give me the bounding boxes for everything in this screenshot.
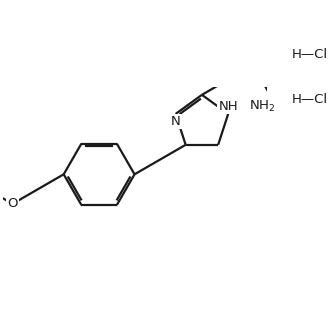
Text: H—Cl: H—Cl	[292, 93, 328, 107]
Text: N: N	[171, 115, 181, 128]
Text: O: O	[7, 197, 18, 210]
Text: H—Cl: H—Cl	[292, 48, 328, 61]
Text: NH: NH	[218, 100, 238, 113]
Text: NH$_2$: NH$_2$	[249, 99, 275, 114]
